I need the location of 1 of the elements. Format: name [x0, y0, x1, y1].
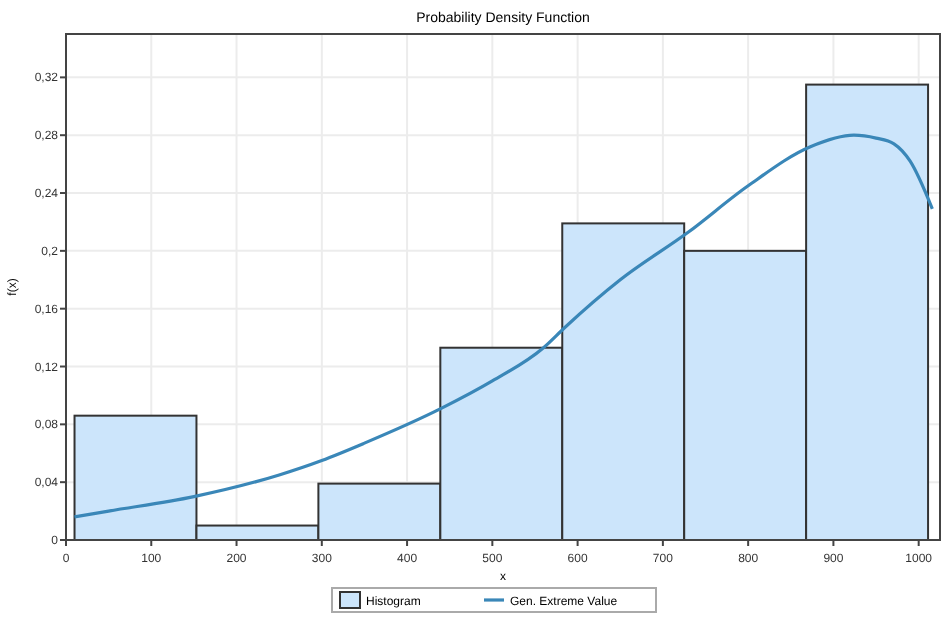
line-series	[72, 133, 934, 519]
